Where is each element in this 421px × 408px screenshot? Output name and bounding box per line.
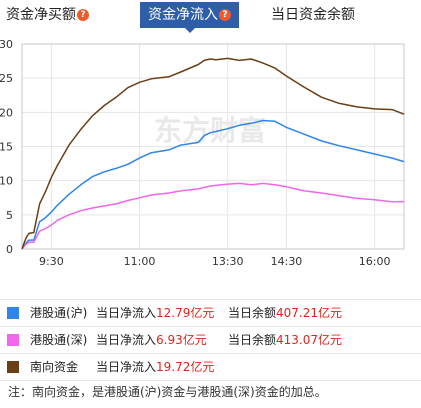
series-color-swatch [7, 361, 19, 373]
legend-name: 港股通(深) [30, 333, 88, 347]
tab-net-inflow-label: 资金净流入 [148, 7, 218, 23]
help-icon[interactable]: ? [219, 9, 231, 21]
legend-balance: 当日余额407.21亿元 [228, 300, 342, 326]
balance-label: 当日余额 [228, 306, 277, 320]
legend-row-south: 南向资金 当日净流入19.72亿元 [0, 354, 421, 381]
legend-inflow: 当日净流入12.79亿元 [96, 300, 214, 326]
plot-frame [21, 43, 405, 250]
series-line [21, 182, 405, 250]
inflow-label: 当日净流入 [96, 360, 157, 374]
y-tick-label: 10 [0, 175, 13, 188]
legend-inflow: 当日净流入6.93亿元 [96, 327, 207, 353]
tab-daily-balance[interactable]: 当日资金余额 [271, 2, 355, 28]
legend-name: 港股通(沪) [30, 306, 88, 320]
y-tick-label: 25 [0, 72, 13, 85]
y-tick-label: 15 [0, 141, 13, 154]
series-color-swatch [7, 334, 19, 346]
watermark: 东方财富 [154, 114, 266, 147]
legend-row-sh: 港股通(沪) 当日净流入12.79亿元 当日余额407.21亿元 [0, 300, 421, 327]
tab-bar: 资金净买额? 资金净流入? 当日资金余额 [0, 0, 421, 33]
balance-value: 407.21亿元 [276, 306, 343, 320]
inflow-value: 19.72亿元 [156, 360, 215, 374]
x-tick-label: 14:30 [271, 255, 303, 268]
x-tick-label: 16:00 [359, 255, 391, 268]
y-tick-label: 0 [6, 243, 13, 256]
x-tick-label: 11:00 [124, 255, 156, 268]
x-tick-label: 13:30 [212, 255, 244, 268]
x-tick-label: 9:30 [39, 255, 64, 268]
tab-net-buy-label: 资金净买额 [6, 7, 76, 23]
net-inflow-chart: 0 5 10 15 20 25 30 9:30 11:00 13:30 14:30 16:00 东方财富 [0, 38, 405, 268]
inflow-value: 6.93亿元 [156, 333, 207, 347]
help-icon[interactable]: ? [77, 9, 89, 21]
tab-net-inflow[interactable]: 资金净流入? [140, 2, 239, 33]
legend-name: 南向资金 [30, 360, 79, 374]
y-tick-label: 20 [0, 106, 13, 119]
series-line [21, 57, 405, 250]
balance-label: 当日余额 [228, 333, 277, 347]
inflow-value: 12.79亿元 [156, 306, 215, 320]
series-color-swatch [7, 307, 19, 319]
footnote: 注：南向资金，是港股通(沪)资金与港股通(深)资金的加总。 [8, 385, 327, 399]
balance-value: 413.07亿元 [276, 333, 343, 347]
series-line [21, 119, 405, 250]
legend-inflow: 当日净流入19.72亿元 [96, 354, 214, 380]
tab-daily-balance-label: 当日资金余额 [271, 7, 355, 23]
inflow-label: 当日净流入 [96, 333, 157, 347]
legend-table: 港股通(沪) 当日净流入12.79亿元 当日余额407.21亿元 港股通(深) … [0, 299, 421, 381]
inflow-label: 当日净流入 [96, 306, 157, 320]
y-tick-label: 30 [0, 38, 13, 51]
y-tick-label: 5 [6, 209, 13, 222]
legend-row-sz: 港股通(深) 当日净流入6.93亿元 当日余额413.07亿元 [0, 327, 421, 354]
tab-net-buy[interactable]: 资金净买额? [6, 2, 89, 28]
legend-balance: 当日余额413.07亿元 [228, 327, 342, 353]
